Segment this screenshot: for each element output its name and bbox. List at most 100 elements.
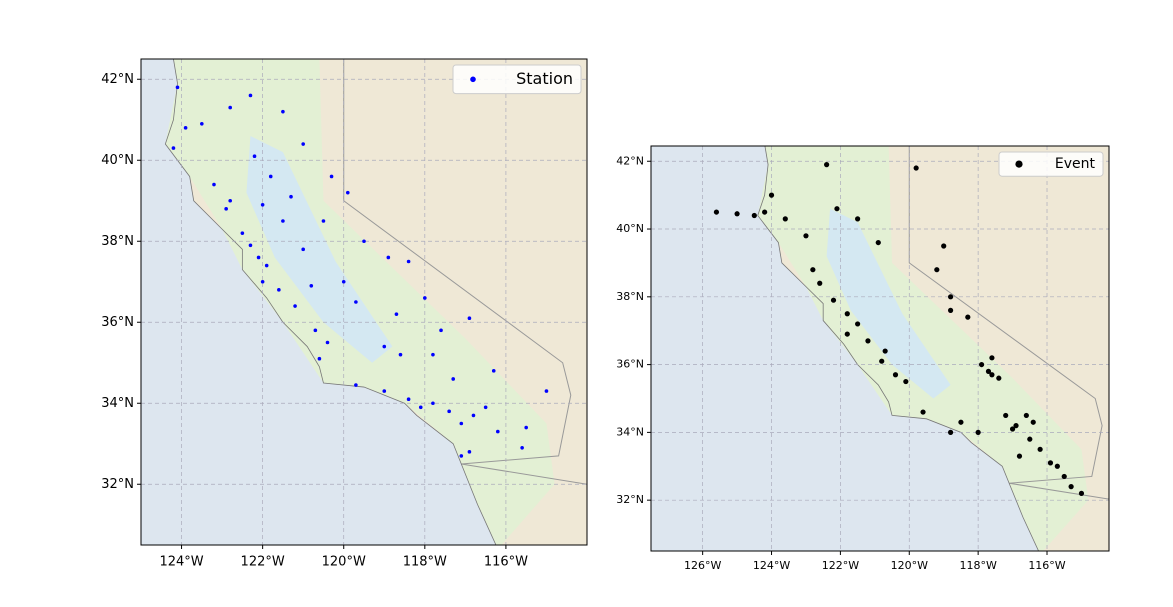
data-point <box>183 126 188 130</box>
y-tick-label: 32°N <box>616 493 644 506</box>
data-point <box>985 368 992 374</box>
data-point <box>277 288 281 292</box>
data-point <box>471 413 476 418</box>
data-point <box>317 356 322 361</box>
data-point <box>467 316 472 321</box>
x-tick-label: 122°W <box>241 555 285 570</box>
data-point <box>423 296 427 300</box>
data-point <box>418 405 423 410</box>
data-point <box>947 294 954 300</box>
data-point <box>996 375 1002 381</box>
ocean-west <box>651 146 1039 551</box>
data-point <box>293 304 297 308</box>
data-point <box>958 419 964 425</box>
y-tick-label: 38°N <box>616 290 644 303</box>
data-point <box>431 352 435 357</box>
data-point <box>1054 463 1060 469</box>
legend-label: Event <box>1055 156 1096 172</box>
data-point <box>892 372 899 378</box>
data-point <box>289 194 293 199</box>
data-point <box>321 219 326 223</box>
data-point <box>1078 490 1085 496</box>
data-point <box>865 338 871 344</box>
data-point <box>248 243 253 248</box>
data-point <box>817 280 823 286</box>
x-tick-label: 126°W <box>684 559 721 572</box>
x-tick-label: 120°W <box>891 559 928 572</box>
data-point <box>1003 412 1009 419</box>
data-point <box>762 209 768 215</box>
legend-marker <box>1015 160 1023 168</box>
data-point <box>824 162 830 168</box>
data-point <box>844 331 850 337</box>
data-point <box>1047 460 1054 466</box>
x-tick-label: 124°W <box>753 559 790 572</box>
data-point <box>978 361 985 368</box>
data-point <box>947 429 954 435</box>
data-point <box>341 279 346 284</box>
map-panel <box>141 59 587 545</box>
x-tick-label: 122°W <box>822 559 859 572</box>
data-point <box>313 328 318 333</box>
data-point <box>989 355 995 361</box>
data-point <box>903 378 909 385</box>
data-point <box>240 231 245 235</box>
x-tick-label: 118°W <box>403 555 447 570</box>
data-point <box>1030 419 1036 425</box>
data-point <box>1009 426 1016 432</box>
data-point <box>398 352 403 357</box>
data-point <box>734 211 740 217</box>
data-point <box>713 209 720 215</box>
data-point <box>483 405 488 410</box>
data-point <box>362 239 366 244</box>
data-point <box>934 267 940 273</box>
data-point <box>301 247 305 252</box>
y-tick-label: 32°N <box>101 477 134 492</box>
data-point <box>544 389 549 393</box>
data-point <box>212 182 216 187</box>
data-point <box>844 311 850 317</box>
data-point <box>256 255 261 260</box>
data-point <box>268 174 273 179</box>
y-tick-label: 38°N <box>101 234 134 249</box>
data-point <box>768 192 775 198</box>
data-point <box>965 314 971 320</box>
legend-box <box>998 151 1104 177</box>
data-point <box>394 312 399 316</box>
y-tick-label: 34°N <box>616 425 644 438</box>
x-tick-label: 118°W <box>959 559 996 572</box>
data-point <box>1016 453 1023 459</box>
central-valley <box>246 135 393 363</box>
data-point <box>459 421 464 426</box>
axes-frame <box>650 145 1110 552</box>
data-point <box>1013 423 1019 429</box>
x-tick-label: 116°W <box>484 555 528 570</box>
data-point <box>325 340 330 345</box>
ocean-west <box>141 59 496 545</box>
data-point <box>345 190 350 195</box>
x-tick-label: 124°W <box>159 555 203 570</box>
axes-frame <box>140 58 588 546</box>
data-point <box>171 146 176 150</box>
data-point <box>810 267 816 273</box>
legend-box <box>452 64 582 95</box>
data-point <box>520 446 524 450</box>
x-tick-label: 116°W <box>1028 559 1065 572</box>
coastline <box>164 59 497 545</box>
data-point <box>830 297 837 303</box>
legend-label: Station <box>516 69 573 88</box>
data-point <box>228 198 232 203</box>
y-tick-label: 34°N <box>101 396 134 411</box>
data-point <box>751 212 757 219</box>
data-point <box>875 239 881 246</box>
data-point <box>782 216 788 222</box>
data-point <box>1027 436 1033 442</box>
data-point <box>975 429 981 435</box>
data-point <box>855 216 861 222</box>
data-point <box>301 142 305 146</box>
data-point <box>354 383 358 387</box>
data-point <box>354 300 358 304</box>
data-point <box>451 377 456 381</box>
data-point <box>947 307 954 313</box>
